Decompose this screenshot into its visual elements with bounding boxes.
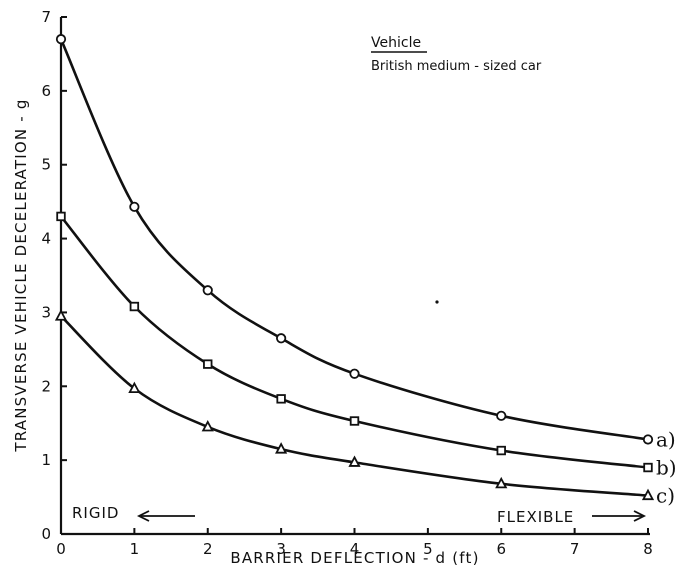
y-axis-title: TRANSVERSE VEHICLE DECELERATION - g bbox=[12, 98, 30, 452]
series-label-square: b) bbox=[656, 456, 677, 480]
x-axis-title: BARRIER DEFLECTION - d (ft) bbox=[230, 549, 479, 567]
data-point-circle bbox=[496, 410, 507, 421]
data-point-square bbox=[349, 416, 360, 426]
curves bbox=[59, 38, 649, 497]
data-point-square bbox=[203, 359, 213, 369]
series-line-triangle bbox=[60, 315, 649, 497]
data-point-circle bbox=[276, 333, 287, 344]
data-point-circle bbox=[202, 285, 213, 296]
stray-dot bbox=[435, 300, 439, 304]
data-point-circle bbox=[129, 201, 140, 212]
legend-title: Vehicle bbox=[371, 35, 421, 51]
data-point-triangle bbox=[495, 476, 508, 489]
x-tick-label: 4 bbox=[350, 540, 360, 558]
rigid-label: RIGID bbox=[72, 504, 119, 522]
y-tick-label: 7 bbox=[41, 8, 51, 26]
markers bbox=[54, 34, 655, 501]
data-point-square bbox=[56, 211, 66, 222]
legend-text: British medium - sized car bbox=[371, 59, 542, 74]
data-point-circle bbox=[349, 368, 360, 379]
y-tick-label: 3 bbox=[41, 303, 51, 321]
data-point-triangle bbox=[128, 381, 141, 394]
x-tick-label: 7 bbox=[570, 540, 580, 558]
series-labels: a) b) c) bbox=[656, 427, 677, 507]
y-tick-label: 2 bbox=[41, 377, 51, 395]
flexible-arrow-head bbox=[633, 510, 647, 522]
y-tick-label: 0 bbox=[41, 525, 51, 543]
x-tick-label: 1 bbox=[130, 540, 140, 558]
x-tick-label: 6 bbox=[496, 540, 506, 558]
x-tick-label: 3 bbox=[276, 540, 286, 558]
data-point-triangle bbox=[201, 419, 214, 432]
series-label-triangle: c) bbox=[656, 484, 675, 508]
rigid-annotation: RIGID bbox=[72, 504, 195, 522]
ticks bbox=[60, 16, 649, 535]
series-line-circle bbox=[59, 38, 649, 441]
data-point-triangle bbox=[641, 488, 655, 501]
x-tick-label: 0 bbox=[56, 540, 66, 558]
data-point-triangle bbox=[275, 442, 288, 454]
data-point-triangle bbox=[54, 309, 68, 321]
flexible-label: FLEXIBLE bbox=[497, 508, 574, 526]
series-line-square bbox=[59, 215, 649, 469]
data-point-circle bbox=[642, 434, 654, 445]
series-label-circle: a) bbox=[656, 427, 676, 451]
y-tick-label: 5 bbox=[41, 156, 51, 174]
data-point-square bbox=[643, 462, 653, 473]
data-point-square bbox=[129, 301, 140, 312]
y-tick-label: 6 bbox=[41, 82, 51, 100]
flexible-annotation: FLEXIBLE bbox=[497, 508, 647, 526]
legend: Vehicle British medium - sized car bbox=[371, 35, 542, 74]
data-point-circle bbox=[55, 34, 67, 45]
data-point-square bbox=[276, 394, 286, 404]
data-point-triangle bbox=[348, 455, 361, 467]
rigid-arrow-head bbox=[136, 510, 150, 522]
x-tick-label: 8 bbox=[643, 540, 653, 558]
axes bbox=[59, 17, 650, 536]
data-point-square bbox=[496, 445, 506, 456]
tick-labels: 0 1 2 3 4 5 6 7 8 0 1 2 3 4 5 6 7 bbox=[41, 8, 652, 558]
y-tick-label: 1 bbox=[41, 451, 51, 469]
y-tick-label: 4 bbox=[41, 230, 51, 248]
x-tick-label: 2 bbox=[203, 540, 213, 558]
x-tick-label: 5 bbox=[423, 540, 433, 558]
